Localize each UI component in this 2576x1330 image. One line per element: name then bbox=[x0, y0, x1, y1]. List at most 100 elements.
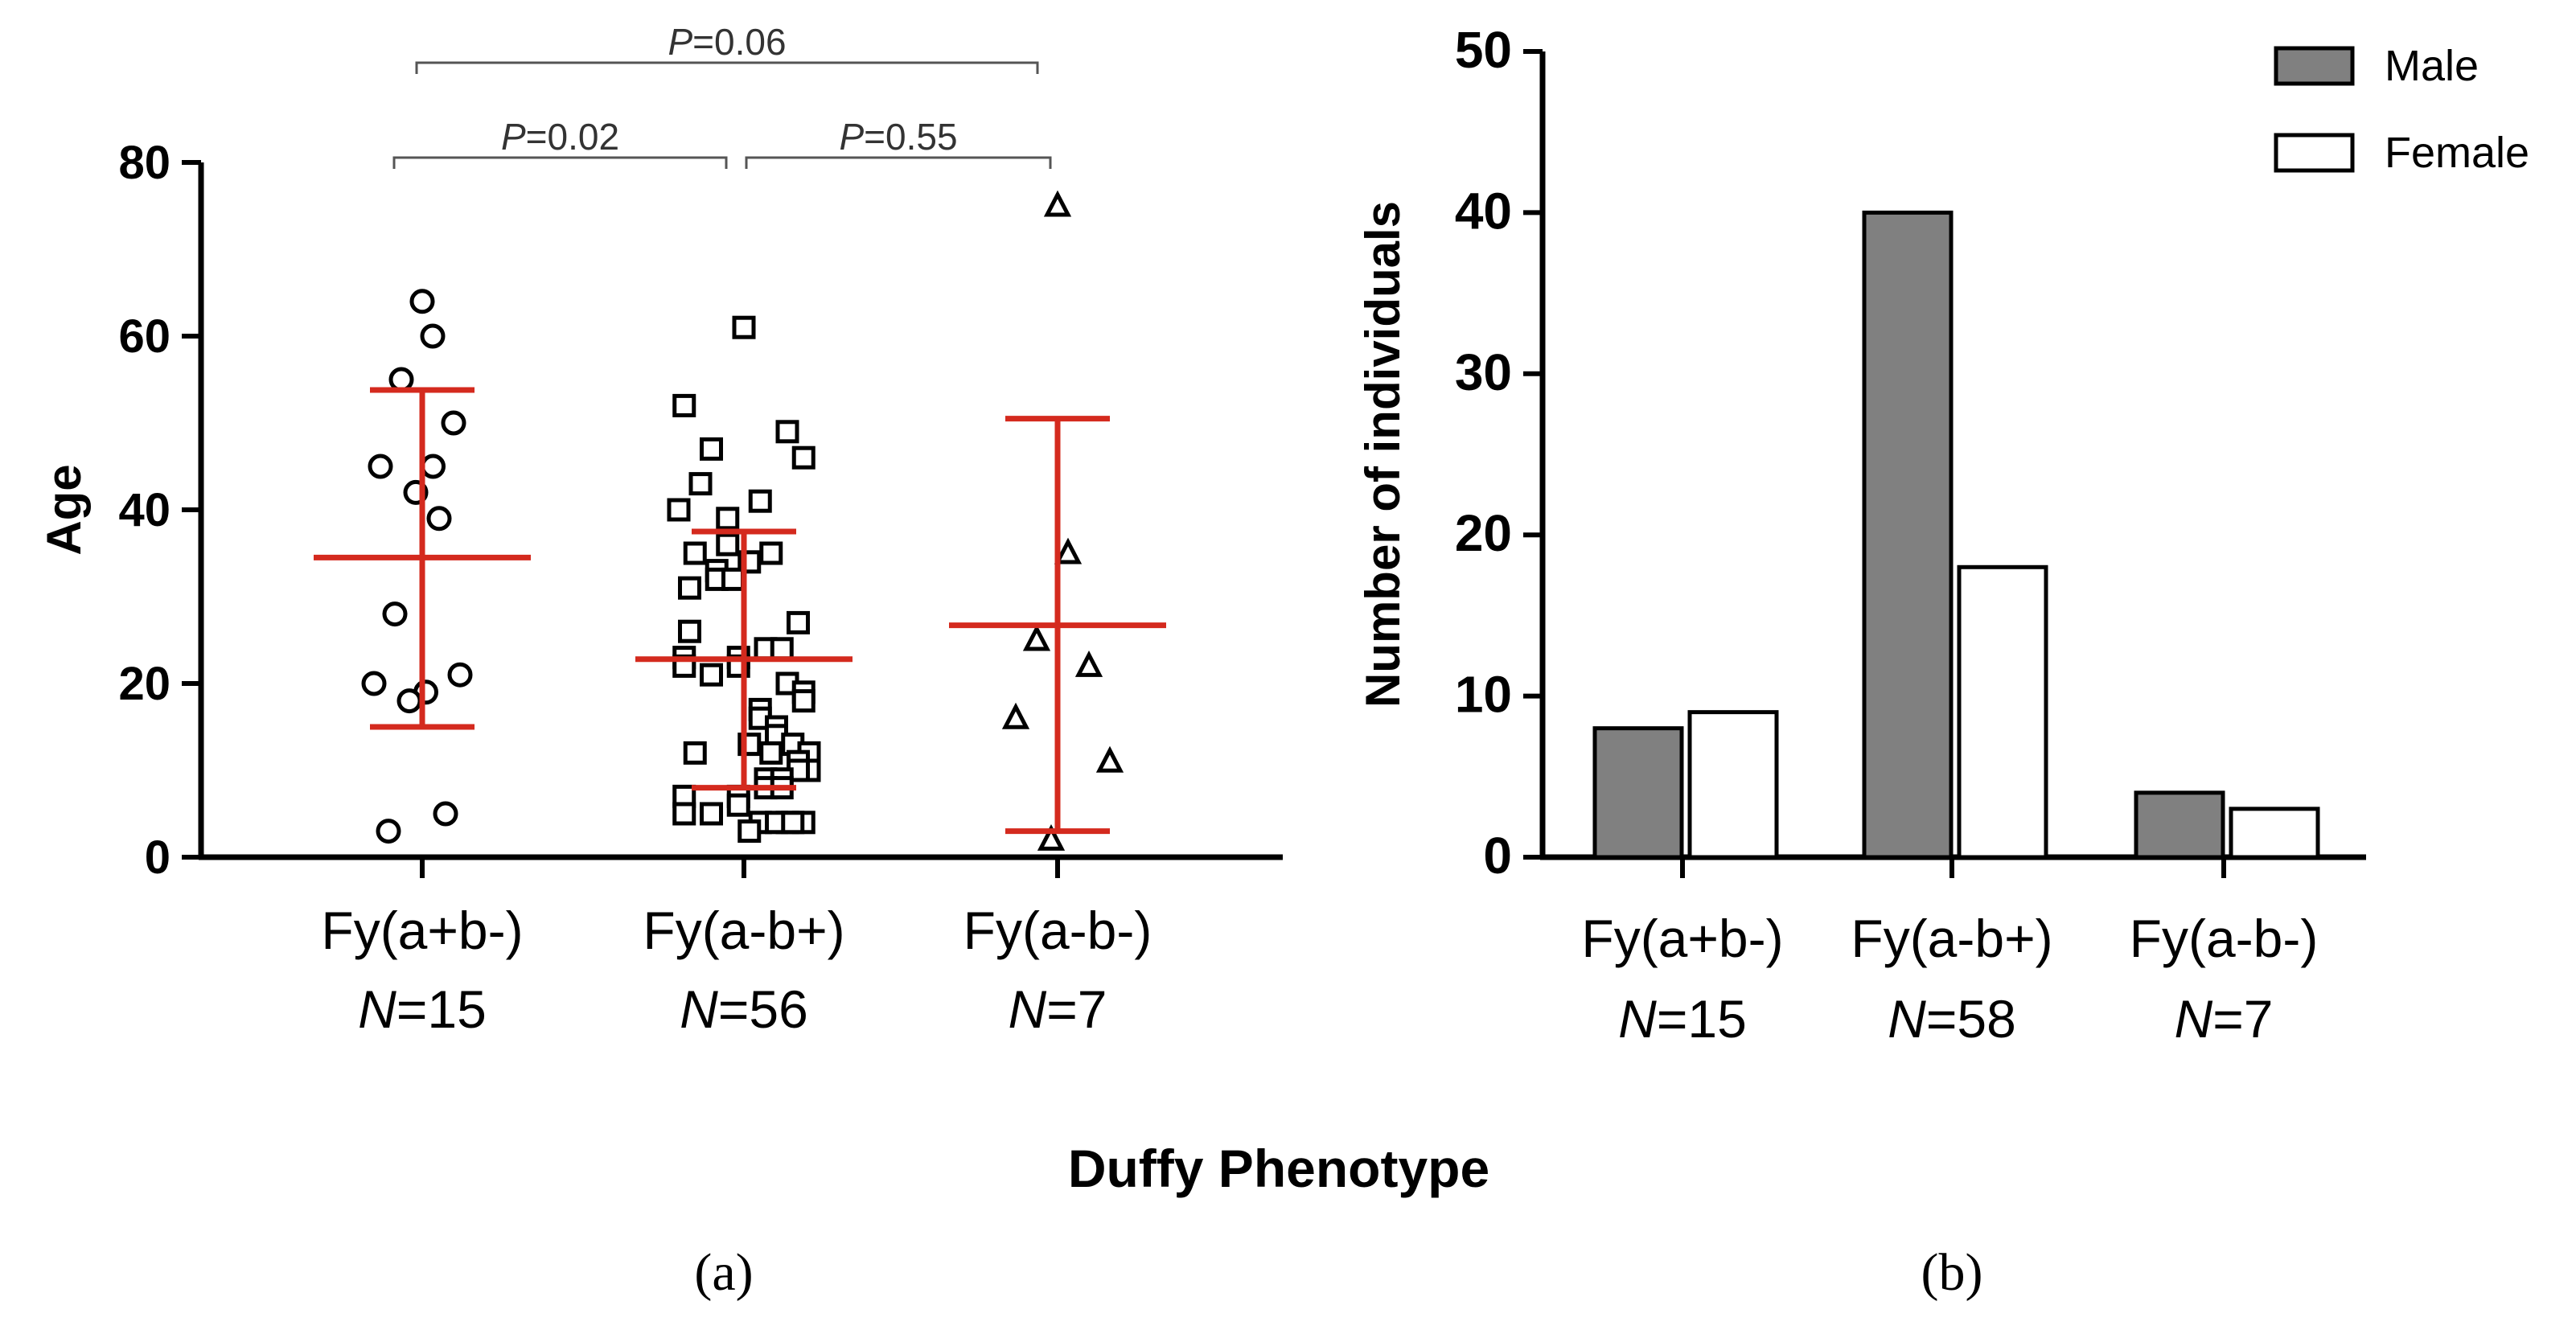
panel-a-point-square bbox=[678, 619, 701, 643]
panel-a-point-square bbox=[700, 663, 723, 687]
panel-a-point-square bbox=[700, 437, 723, 461]
panel-b-bar-male bbox=[1592, 726, 1684, 860]
panel-a-point-circle bbox=[441, 410, 466, 436]
panel-b-n-label-symbol: N bbox=[1888, 989, 1926, 1049]
panel-a-p-symbol: P bbox=[839, 116, 864, 158]
panel-b-legend-label: Male bbox=[2385, 42, 2479, 90]
panel-a-n-label-symbol: N bbox=[358, 979, 396, 1039]
panel-a-point-square bbox=[700, 802, 723, 826]
panel-a-point-triangle bbox=[1095, 745, 1124, 773]
panel-a-point-square bbox=[672, 802, 696, 826]
panel-a-significance-bracket bbox=[392, 156, 728, 169]
panel-a-category-label: Fy(a+b-) bbox=[321, 901, 523, 960]
panel-a-significance-bracket bbox=[745, 156, 1052, 169]
panel-b-bar-chart: 0 10 20 30 40 50 Number of individuals Fy(a+b… bbox=[1356, 21, 2529, 1049]
panel-b-y-tick-label: 10 bbox=[1455, 666, 1512, 724]
panel-a-point-square bbox=[667, 498, 691, 522]
panel-a-p-number: =0.06 bbox=[692, 21, 786, 63]
panel-a-point-triangle bbox=[1022, 624, 1051, 651]
panel-a-point-square bbox=[672, 393, 696, 417]
panel-a-point-square bbox=[688, 472, 713, 496]
panel-a-n-label-value: =56 bbox=[718, 979, 808, 1039]
panel-a-y-axis-title: Age bbox=[37, 464, 91, 555]
panel-b-category-label: Fy(a-b-) bbox=[2130, 909, 2319, 968]
panel-a-point-square bbox=[726, 793, 750, 817]
panel-b-legend-swatch-male bbox=[2274, 46, 2355, 86]
panel-b-n-label: N=7 bbox=[2175, 989, 2274, 1049]
shared-x-axis-title: Duffy Phenotype bbox=[1068, 1139, 1489, 1198]
panel-a-point-circle bbox=[409, 289, 435, 314]
panel-a-point-square bbox=[748, 489, 772, 513]
panel-a-point-circle bbox=[368, 454, 393, 479]
panel-a-point-circle bbox=[382, 601, 408, 627]
panel-b-n-label: N=15 bbox=[1618, 989, 1747, 1049]
panel-b-bar-male bbox=[1862, 210, 1954, 860]
panel-a-point-circle bbox=[433, 801, 458, 827]
panel-a-p-number: =0.02 bbox=[526, 116, 619, 158]
panel-b-y-tick-label: 50 bbox=[1455, 21, 1512, 79]
panel-a-p-symbol: P bbox=[501, 116, 526, 158]
panel-b-y-axis-title: Number of individuals bbox=[1356, 201, 1410, 708]
panel-b-y-tick-label: 30 bbox=[1455, 343, 1512, 401]
panel-a-y-tick-label: 40 bbox=[118, 484, 171, 536]
panel-a-y-tick-label: 0 bbox=[145, 831, 171, 884]
panel-b-n-label-value: =7 bbox=[2212, 989, 2273, 1049]
panel-a-point-triangle bbox=[1037, 823, 1066, 851]
panel-a-y-ticks: 0 20 40 60 80 bbox=[118, 137, 201, 884]
panel-b-bar-female bbox=[1687, 710, 1779, 860]
panel-b-legend-label: Female bbox=[2385, 129, 2529, 177]
panel-a-n-label-symbol: N bbox=[680, 979, 718, 1039]
panel-b-y-tick-label: 20 bbox=[1455, 504, 1512, 562]
panel-a-n-label-value: =7 bbox=[1046, 979, 1107, 1039]
panel-b-n-label-value: =58 bbox=[1926, 989, 2016, 1049]
panel-b-n-label-symbol: N bbox=[2175, 989, 2213, 1049]
panel-a-point-circle bbox=[421, 454, 446, 479]
panel-b-y-ticks: 0 10 20 30 40 50 bbox=[1455, 21, 1543, 885]
panel-a-point-square bbox=[787, 610, 810, 634]
panel-b-n-label: N=58 bbox=[1888, 989, 2016, 1049]
panel-a-y-tick-label: 80 bbox=[118, 137, 171, 189]
panel-a-label: (a) bbox=[694, 1243, 753, 1302]
panel-a-mean-sd-bars bbox=[314, 387, 1166, 835]
panel-a-point-square bbox=[732, 315, 756, 339]
panel-b-n-label-symbol: N bbox=[1618, 989, 1657, 1049]
panel-a-significance-brackets: P=0.06P=0.02 P=0.55 bbox=[392, 21, 1052, 169]
panel-a-point-square bbox=[683, 741, 707, 765]
panel-b-n-label-value: =15 bbox=[1657, 989, 1747, 1049]
panel-a-point-square bbox=[716, 507, 740, 531]
panel-a-significance-bracket bbox=[415, 61, 1039, 74]
panel-a-point-square bbox=[716, 532, 740, 556]
panel-a-y-tick-label: 20 bbox=[118, 658, 171, 710]
panel-a-point-triangle bbox=[1001, 702, 1030, 729]
panel-a-n-label-symbol: N bbox=[1009, 979, 1047, 1039]
panel-a-p-number: =0.55 bbox=[864, 116, 957, 158]
panel-b-category-label: Fy(a-b+) bbox=[1851, 909, 2052, 968]
panel-a-data-points bbox=[361, 190, 1124, 851]
panel-a-point-square bbox=[781, 811, 805, 835]
panel-a-point-circle bbox=[396, 688, 422, 714]
panel-a-point-square bbox=[759, 541, 783, 565]
panel-a-p-value: P=0.06 bbox=[668, 21, 786, 63]
panel-a-p-symbol: P bbox=[668, 21, 692, 63]
panel-b-y-tick-label: 0 bbox=[1483, 827, 1512, 885]
panel-a-n-label: N=15 bbox=[358, 979, 487, 1039]
panel-a-point-square bbox=[775, 420, 799, 444]
panel-a-n-label: N=7 bbox=[1009, 979, 1107, 1039]
panel-a-point-triangle bbox=[1054, 537, 1083, 564]
panel-a-point-square bbox=[678, 576, 701, 600]
panel-b-bar-female bbox=[1957, 564, 2048, 860]
panel-b-legend-swatch-female bbox=[2274, 133, 2355, 173]
panel-b-bar-female bbox=[2229, 807, 2320, 860]
panel-a-point-triangle bbox=[1043, 190, 1072, 217]
panel-a-point-square bbox=[759, 741, 783, 765]
panel-b-legend: Male Female bbox=[2274, 42, 2529, 177]
panel-b-category-label: Fy(a+b-) bbox=[1581, 909, 1783, 968]
panel-a-n-label-value: =15 bbox=[396, 979, 487, 1039]
panel-a-point-square bbox=[737, 819, 762, 844]
panel-b-y-tick-label: 40 bbox=[1455, 182, 1512, 240]
panel-a-point-circle bbox=[376, 819, 401, 844]
